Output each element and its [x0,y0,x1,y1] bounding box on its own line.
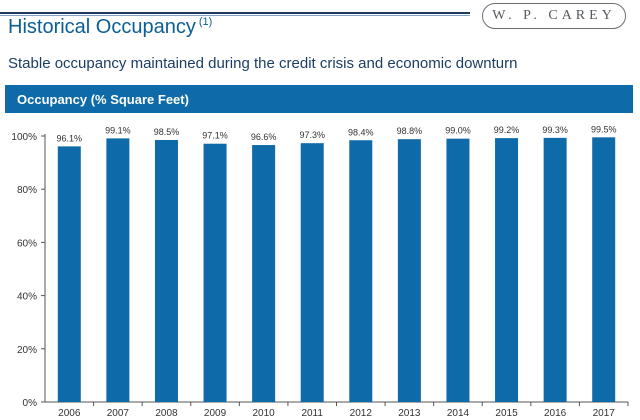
y-tick-label: 80% [17,185,37,196]
data-label-2015: 99.2% [494,125,520,135]
bar-2016 [543,137,567,402]
chart-labels: 96.1% 2006 99.1% 2007 98.5% 2008 97.1% 2009 96.6… [57,124,617,419]
bar-2014 [446,138,470,402]
x-tick-label-2014: 2014 [447,408,470,419]
y-tick-label: 0% [23,398,38,409]
data-label-2013: 98.8% [397,126,423,136]
x-tick-label-2015: 2015 [495,408,518,419]
bar-2015 [495,138,519,403]
bar-2007 [106,138,130,403]
chart-axes: 0% 20% 40% 60% 80% 100% [11,132,629,409]
x-tick-label-2009: 2009 [204,408,227,419]
data-label-2016: 99.3% [542,125,568,135]
data-label-2012: 98.4% [348,127,374,137]
chart-title: Occupancy (% Square Feet) [17,91,189,107]
bar-2006 [57,146,81,402]
bar-2010 [252,145,276,402]
top-rule-thin [0,15,470,16]
data-label-2010: 96.6% [251,132,277,142]
bar-2008 [154,139,178,403]
top-rule [0,12,470,14]
bar-2009 [203,143,227,403]
bar-2013 [397,139,421,402]
x-tick-label-2008: 2008 [155,408,178,419]
data-label-2009: 97.1% [202,131,228,141]
data-label-2011: 97.3% [299,130,325,140]
x-tick-label-2006: 2006 [58,408,81,419]
data-label-2014: 99.0% [445,126,471,136]
x-tick-label-2010: 2010 [253,408,276,419]
data-label-2006: 96.1% [57,133,83,143]
bar-2012 [349,140,373,403]
x-tick-label-2013: 2013 [398,408,421,419]
occupancy-bar-chart: 0% 20% 40% 60% 80% 100% 96.1% 2006 99.1% 2007 98.… [11,124,629,419]
page-subtitle: Stable occupancy maintained during the c… [8,55,518,72]
data-label-2008: 98.5% [154,127,180,137]
y-tick-label: 100% [11,132,37,143]
x-tick-label-2016: 2016 [544,408,567,419]
company-logo: W. P. CAREY [482,3,626,29]
x-tick-label-2011: 2011 [301,408,323,419]
company-logo-text: W. P. CAREY [492,8,616,23]
data-label-2007: 99.1% [105,125,131,135]
y-tick-label: 20% [17,345,37,356]
page-title: Historical Occupancy (1) [8,16,212,39]
chart-bars [57,137,616,403]
x-tick-label-2007: 2007 [107,408,130,419]
page-title-text: Historical Occupancy [8,16,196,38]
y-tick-label: 60% [17,238,37,249]
title-footnote: (1) [198,16,213,29]
x-tick-label-2017: 2017 [593,408,616,419]
bar-2017 [592,137,616,402]
chart-title-band: Occupancy (% Square Feet) [5,85,633,113]
data-label-2017: 99.5% [591,124,617,134]
bar-2011 [300,143,324,402]
x-tick-label-2012: 2012 [350,408,373,419]
y-tick-label: 40% [17,292,37,303]
